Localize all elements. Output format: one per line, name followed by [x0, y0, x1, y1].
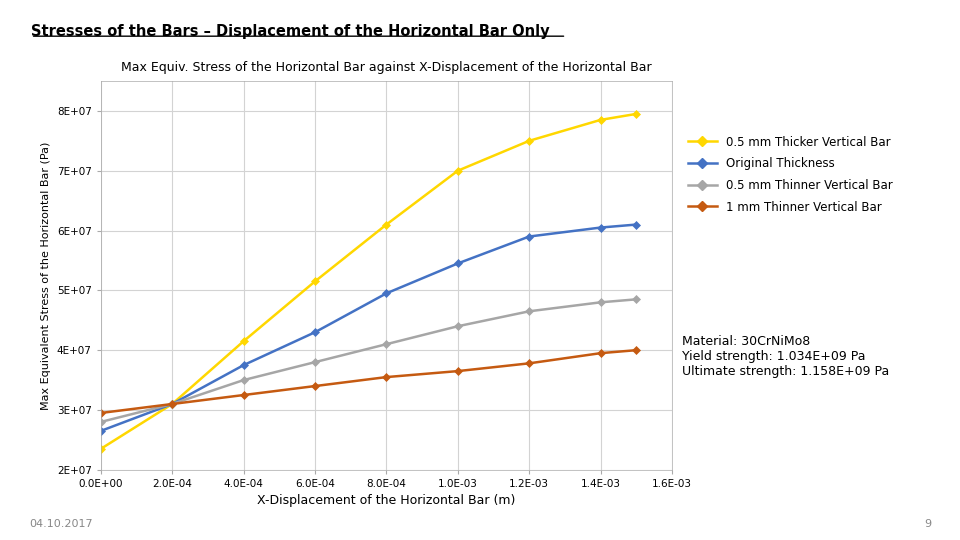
- Legend: 0.5 mm Thicker Vertical Bar, Original Thickness, 0.5 mm Thinner Vertical Bar, 1 : 0.5 mm Thicker Vertical Bar, Original Th…: [687, 136, 893, 214]
- Text: 04.10.2017: 04.10.2017: [29, 519, 92, 529]
- Text: Stresses of the Bars – Displacement of the Horizontal Bar Only: Stresses of the Bars – Displacement of t…: [31, 24, 549, 39]
- Text: 9: 9: [924, 519, 931, 529]
- Title: Max Equiv. Stress of the Horizontal Bar against X-Displacement of the Horizontal: Max Equiv. Stress of the Horizontal Bar …: [121, 61, 652, 75]
- X-axis label: X-Displacement of the Horizontal Bar (m): X-Displacement of the Horizontal Bar (m): [257, 495, 516, 508]
- Text: Material: 30CrNiMo8
Yield strength: 1.034E+09 Pa
Ultimate strength: 1.158E+09 Pa: Material: 30CrNiMo8 Yield strength: 1.03…: [682, 335, 889, 378]
- Y-axis label: Max Equivalent Stress of the Horizontal Bar (Pa): Max Equivalent Stress of the Horizontal …: [41, 141, 51, 409]
